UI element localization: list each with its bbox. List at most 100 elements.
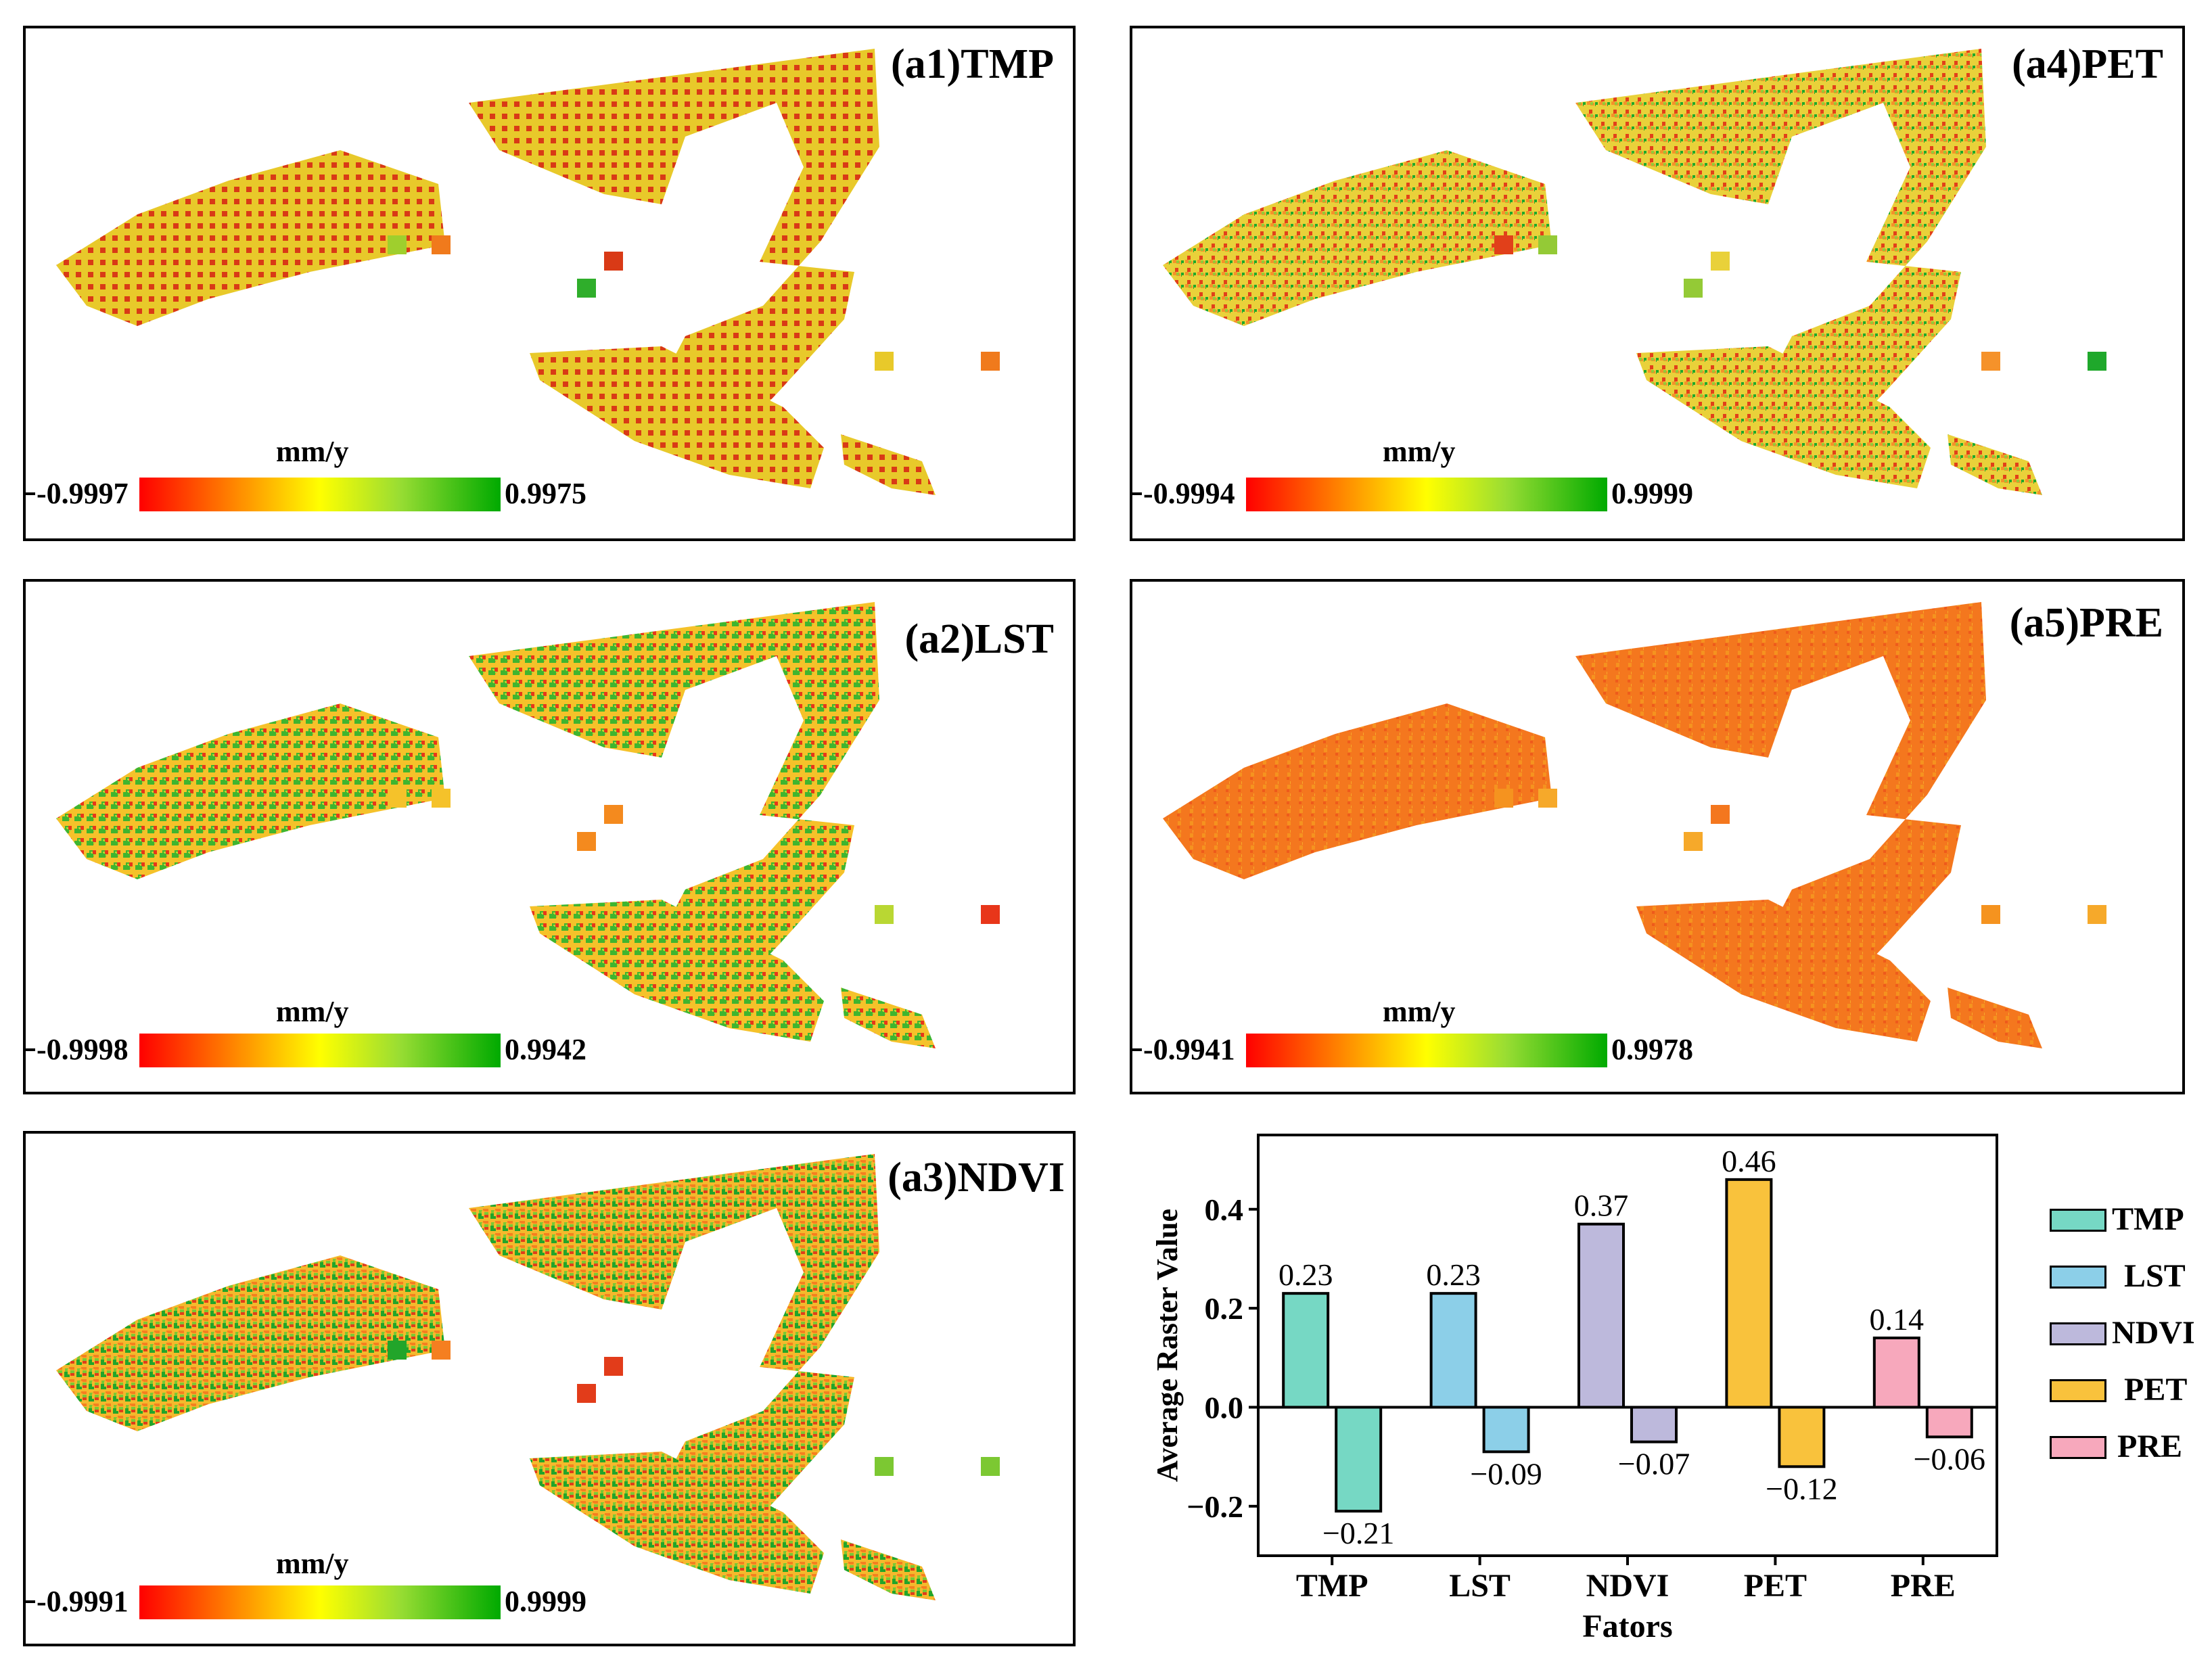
map-region bbox=[841, 1539, 936, 1600]
map-cell bbox=[604, 805, 623, 824]
map-cell bbox=[604, 1357, 623, 1376]
map-cell bbox=[1684, 832, 1703, 851]
colorbar-max-label: 0.9999 bbox=[505, 1585, 586, 1618]
x-tick-label: TMP bbox=[1296, 1568, 1368, 1604]
map-cell bbox=[2088, 352, 2106, 371]
map-cell bbox=[1981, 905, 2000, 924]
map-cell bbox=[388, 1341, 407, 1360]
map-region bbox=[469, 49, 879, 461]
y-tick-label: 0.0 bbox=[1205, 1390, 1244, 1424]
map-cell bbox=[1538, 235, 1557, 254]
map-cell bbox=[577, 832, 596, 851]
map-cell bbox=[432, 235, 451, 254]
bar-negative bbox=[1925, 1406, 1973, 1439]
map-region bbox=[1948, 988, 2042, 1048]
map-region bbox=[469, 602, 879, 1015]
data-label-negative: −0.06 bbox=[1914, 1441, 1985, 1476]
x-tick-label: PET bbox=[1744, 1568, 1807, 1604]
data-label-negative: −0.09 bbox=[1470, 1456, 1542, 1491]
map-cell bbox=[981, 352, 1000, 371]
bar-chart: 0.4 0.2 0.0 −0.2 0.23 −0.21 TMP 0.23 −0.09 LST 0.3… bbox=[1151, 1134, 1998, 1644]
panel-title: (a3)NDVI bbox=[888, 1155, 1065, 1201]
colorbar-max-label: 0.9975 bbox=[505, 477, 586, 510]
map-cell bbox=[1981, 352, 2000, 371]
map-cell bbox=[577, 279, 596, 298]
map-cell bbox=[1494, 235, 1513, 254]
colorbar-unit: mm/y bbox=[1383, 435, 1456, 468]
legend-label: PRE bbox=[2117, 1429, 2182, 1464]
panel-title: (a2)LST bbox=[904, 616, 1054, 662]
panel-title: (a1)TMP bbox=[890, 41, 1054, 87]
map-region bbox=[56, 1255, 445, 1431]
map-region bbox=[56, 703, 445, 879]
map-cell bbox=[1494, 789, 1513, 808]
map-region bbox=[1636, 900, 1931, 1042]
bar-negative bbox=[1335, 1406, 1383, 1513]
map-cell bbox=[1711, 252, 1730, 271]
legend-swatch bbox=[2050, 1322, 2106, 1345]
data-label-positive: 0.37 bbox=[1574, 1188, 1629, 1223]
map-cell bbox=[1711, 805, 1730, 824]
map-region bbox=[841, 434, 936, 495]
map-cell bbox=[388, 235, 407, 254]
bar-positive bbox=[1872, 1337, 1920, 1409]
map-region bbox=[1163, 703, 1552, 879]
map-cell bbox=[432, 789, 451, 808]
legend-label: PET bbox=[2124, 1372, 2188, 1408]
legend-label: LST bbox=[2124, 1258, 2186, 1294]
y-tick-label: 0.4 bbox=[1205, 1192, 1244, 1227]
colorbar-tick bbox=[26, 492, 35, 495]
map-cell bbox=[875, 1457, 894, 1476]
bar-negative bbox=[1778, 1406, 1826, 1468]
map-region bbox=[1575, 602, 1986, 1015]
colorbar-unit: mm/y bbox=[276, 995, 349, 1028]
y-tick-label: −0.2 bbox=[1186, 1489, 1243, 1524]
colorbar bbox=[139, 1585, 501, 1619]
map-panel-pet: (a4)PET mm/y -0.9994 0.9999 bbox=[1130, 26, 2185, 541]
y-tick-label: 0.2 bbox=[1205, 1291, 1244, 1326]
x-tick-label: PRE bbox=[1891, 1568, 1956, 1604]
colorbar-max-label: 0.9978 bbox=[1611, 1033, 1693, 1066]
colorbar bbox=[1246, 1034, 1607, 1067]
bar-positive bbox=[1577, 1222, 1625, 1409]
panel-title: (a4)PET bbox=[2012, 41, 2163, 87]
map-raster bbox=[56, 49, 1000, 495]
colorbar-min-label: -0.9994 bbox=[1143, 477, 1235, 510]
legend-label: NDVI bbox=[2112, 1315, 2195, 1351]
y-axis-label: Average Raster Value bbox=[1151, 1209, 1184, 1482]
data-label-negative: −0.07 bbox=[1618, 1447, 1690, 1481]
legend-swatch bbox=[2050, 1266, 2106, 1289]
colorbar bbox=[1246, 478, 1607, 511]
map-cell bbox=[875, 352, 894, 371]
map-cell bbox=[1684, 279, 1703, 298]
map-panel-ndvi: (a3)NDVI mm/y -0.9991 0.9999 bbox=[23, 1131, 1076, 1646]
map-cell bbox=[432, 1341, 451, 1360]
colorbar-tick bbox=[1132, 1048, 1142, 1051]
colorbar-tick bbox=[1132, 492, 1142, 495]
map-region bbox=[1575, 49, 1986, 461]
map-region bbox=[841, 988, 936, 1048]
colorbar-min-label: -0.9998 bbox=[37, 1033, 129, 1066]
map-cell bbox=[388, 789, 407, 808]
map-cell bbox=[981, 1457, 1000, 1476]
legend-swatch bbox=[2050, 1209, 2106, 1232]
colorbar-max-label: 0.9942 bbox=[505, 1033, 586, 1066]
map-raster bbox=[56, 1154, 1000, 1600]
legend-swatch bbox=[2050, 1436, 2106, 1459]
map-region bbox=[530, 1452, 824, 1594]
x-axis-label: Fators bbox=[1582, 1608, 1672, 1644]
bar-negative bbox=[1630, 1406, 1678, 1443]
map-panel-tmp: (a1)TMP mm/y -0.9997 0.9975 bbox=[23, 26, 1076, 541]
colorbar-min-label: -0.9991 bbox=[37, 1585, 129, 1618]
data-label-positive: 0.46 bbox=[1722, 1144, 1776, 1178]
legend-label: TMP bbox=[2112, 1201, 2184, 1237]
map-cell bbox=[981, 905, 1000, 924]
map-region bbox=[530, 900, 824, 1042]
colorbar-min-label: -0.9997 bbox=[37, 477, 129, 510]
data-label-negative: −0.12 bbox=[1766, 1471, 1837, 1506]
map-cell bbox=[1538, 789, 1557, 808]
data-label-positive: 0.14 bbox=[1870, 1302, 1925, 1337]
map-region bbox=[469, 1154, 879, 1567]
colorbar-unit: mm/y bbox=[1383, 995, 1456, 1028]
data-label-positive: 0.23 bbox=[1278, 1257, 1333, 1292]
